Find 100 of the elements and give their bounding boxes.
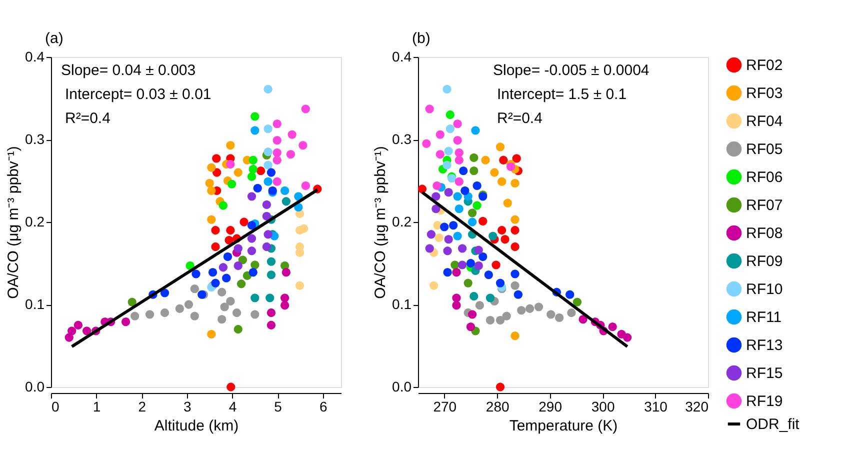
point (481, 156, 490, 164)
point (250, 112, 260, 121)
point (160, 288, 170, 298)
point (282, 268, 290, 277)
point (74, 320, 83, 330)
point (496, 142, 505, 152)
point (301, 104, 310, 114)
point (226, 140, 235, 150)
point (470, 166, 478, 176)
x-axis-title: Altitude (km) (154, 418, 239, 434)
point (474, 261, 483, 270)
point (567, 308, 576, 318)
point (432, 204, 440, 214)
point (288, 130, 296, 139)
point (572, 298, 582, 306)
point (266, 257, 276, 266)
point (510, 215, 520, 224)
point (578, 315, 588, 324)
point (145, 310, 154, 319)
point (546, 310, 556, 319)
point (442, 84, 452, 94)
point (454, 148, 464, 158)
point (264, 148, 272, 156)
point (234, 168, 242, 177)
point (503, 198, 512, 208)
point (68, 326, 76, 336)
point (272, 177, 282, 186)
point (223, 252, 232, 261)
point (468, 310, 477, 319)
legend-label: RF10 (746, 281, 783, 298)
legend-label: RF03 (746, 85, 783, 102)
point (121, 318, 130, 326)
point (250, 260, 260, 270)
point (220, 302, 229, 312)
x-tick-label: 4 (228, 398, 237, 414)
x-tick-label: 280 (486, 398, 510, 414)
point (454, 177, 464, 186)
point (470, 153, 478, 162)
point (464, 278, 472, 288)
point (488, 232, 498, 240)
point (190, 312, 199, 320)
point (226, 296, 235, 306)
point (498, 226, 506, 235)
point (272, 120, 282, 128)
legend-label: RF05 (746, 141, 783, 158)
x-axis-title: Temperature (K) (509, 418, 618, 434)
point (443, 268, 452, 277)
point (452, 301, 461, 310)
point (454, 204, 464, 214)
point (264, 230, 272, 239)
point (264, 160, 272, 170)
point (280, 301, 290, 310)
point (474, 246, 483, 254)
y-tick-label: 0.0 (392, 378, 412, 394)
point (468, 208, 477, 218)
point (272, 148, 282, 158)
point (510, 332, 520, 340)
point (208, 268, 218, 277)
point (247, 192, 256, 201)
point (298, 140, 308, 150)
point (452, 294, 461, 302)
point (453, 232, 462, 240)
legend-label: RF08 (746, 225, 783, 242)
point (240, 218, 248, 226)
point (280, 186, 290, 195)
point (262, 200, 272, 209)
point (466, 322, 476, 332)
point (452, 268, 461, 277)
x-tick-label: 5 (274, 398, 282, 414)
point (280, 294, 290, 302)
point (506, 162, 516, 172)
point (247, 234, 256, 243)
point (295, 281, 304, 290)
point (250, 294, 260, 302)
point (498, 177, 506, 186)
point (525, 304, 534, 313)
point (207, 215, 216, 224)
point (205, 178, 214, 188)
point (266, 308, 276, 318)
point (502, 312, 511, 320)
legend-label: RF13 (746, 337, 783, 354)
point (432, 192, 440, 201)
annotation: R²=0.4 (497, 110, 542, 127)
annotation: Slope= -0.005 ± 0.0004 (493, 62, 650, 79)
x-tick-label: 6 (319, 398, 328, 414)
point (248, 156, 258, 164)
point (418, 184, 427, 194)
point (512, 154, 521, 163)
point (250, 126, 260, 135)
point (534, 302, 544, 312)
point (459, 166, 468, 176)
point (496, 316, 505, 324)
legend-label: RF06 (746, 169, 783, 186)
point (434, 233, 444, 242)
point (554, 313, 564, 322)
point (468, 218, 477, 226)
point (436, 130, 444, 139)
point (272, 156, 282, 164)
point (248, 164, 258, 174)
legend-label: RF07 (746, 197, 783, 214)
